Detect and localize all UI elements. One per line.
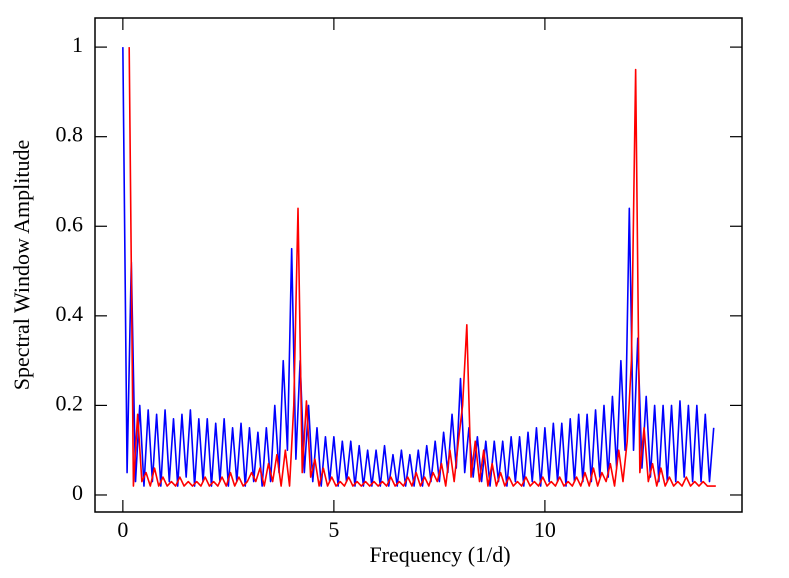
y-tick-label: 0.4 — [56, 301, 84, 326]
x-tick-label: 0 — [117, 517, 128, 542]
x-tick-label: 10 — [534, 517, 556, 542]
y-tick-label: 0.6 — [56, 211, 84, 236]
y-axis-label: Spectral Window Amplitude — [9, 140, 34, 390]
series-line — [128, 47, 716, 487]
y-tick-label: 0 — [72, 480, 83, 505]
x-axis-label: Frequency (1/d) — [369, 542, 510, 567]
y-tick-label: 0.8 — [56, 122, 84, 147]
x-tick-label: 5 — [328, 517, 339, 542]
y-tick-label: 1 — [72, 32, 83, 57]
series-line — [122, 47, 715, 487]
y-tick-label: 0.2 — [56, 390, 84, 415]
plot-frame — [94, 17, 743, 513]
